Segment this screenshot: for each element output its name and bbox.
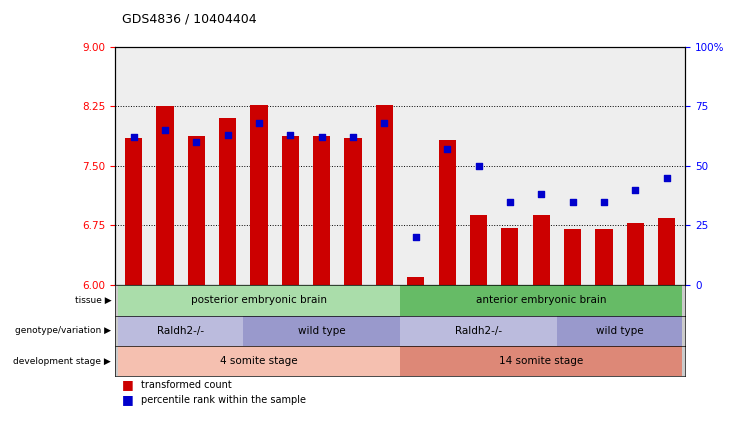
Bar xyxy=(243,316,400,346)
Text: Raldh2-/-: Raldh2-/- xyxy=(455,326,502,336)
Bar xyxy=(118,346,400,376)
Bar xyxy=(400,285,682,316)
Point xyxy=(316,134,328,140)
Bar xyxy=(118,316,243,346)
Bar xyxy=(501,228,519,285)
Text: 14 somite stage: 14 somite stage xyxy=(499,356,583,366)
Bar xyxy=(557,316,682,346)
Bar xyxy=(439,140,456,285)
Point xyxy=(504,198,516,205)
Bar xyxy=(376,104,393,285)
Bar xyxy=(187,136,205,285)
Bar xyxy=(282,136,299,285)
Text: posterior embryonic brain: posterior embryonic brain xyxy=(191,295,327,305)
Text: tissue ▶: tissue ▶ xyxy=(75,296,111,305)
Point xyxy=(222,132,233,138)
Bar xyxy=(627,223,644,285)
Bar xyxy=(564,229,581,285)
Bar xyxy=(219,118,236,285)
Bar xyxy=(118,285,400,316)
Text: development stage ▶: development stage ▶ xyxy=(13,357,111,366)
Bar xyxy=(470,215,487,285)
Text: transformed count: transformed count xyxy=(141,380,231,390)
Point xyxy=(348,134,359,140)
Bar xyxy=(408,277,425,285)
Bar xyxy=(400,316,557,346)
Bar xyxy=(345,138,362,285)
Bar xyxy=(156,106,173,285)
Point xyxy=(410,234,422,241)
Text: wild type: wild type xyxy=(596,326,643,336)
Bar xyxy=(125,138,142,285)
Bar xyxy=(533,215,550,285)
Bar xyxy=(400,346,682,376)
Bar xyxy=(658,217,675,285)
Bar xyxy=(313,136,330,285)
Bar xyxy=(595,229,613,285)
Point xyxy=(441,146,453,153)
Text: GDS4836 / 10404404: GDS4836 / 10404404 xyxy=(122,13,257,26)
Text: Raldh2-/-: Raldh2-/- xyxy=(157,326,205,336)
Point xyxy=(661,174,673,181)
Point xyxy=(535,191,547,198)
Point xyxy=(473,162,485,169)
Point xyxy=(159,126,171,133)
Text: anterior embryonic brain: anterior embryonic brain xyxy=(476,295,606,305)
Point xyxy=(190,139,202,146)
Text: wild type: wild type xyxy=(298,326,345,336)
Point xyxy=(285,132,296,138)
Point xyxy=(598,198,610,205)
Point xyxy=(127,134,139,140)
Point xyxy=(567,198,579,205)
Text: ■: ■ xyxy=(122,379,134,391)
Text: percentile rank within the sample: percentile rank within the sample xyxy=(141,395,306,405)
Text: ■: ■ xyxy=(122,393,134,406)
Point xyxy=(253,119,265,126)
Text: 4 somite stage: 4 somite stage xyxy=(220,356,298,366)
Bar xyxy=(250,104,268,285)
Point xyxy=(629,186,641,193)
Point xyxy=(379,119,391,126)
Text: genotype/variation ▶: genotype/variation ▶ xyxy=(15,326,111,335)
